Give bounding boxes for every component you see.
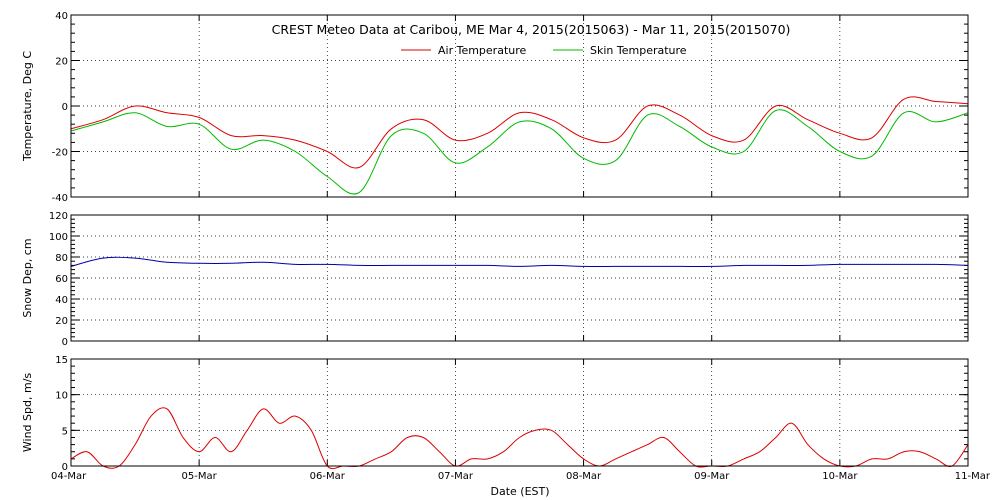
y-tick-label: 0	[62, 337, 68, 348]
y-tick-label: 0	[62, 102, 68, 113]
y-tick-label: 80	[55, 253, 68, 264]
x-tick-label: 08-Mar	[566, 471, 602, 482]
x-tick-label: 04-Mar	[51, 471, 87, 482]
temperature-series-1-line	[70, 109, 969, 195]
y-tick-label: -40	[52, 193, 68, 204]
y-tick-label: 20	[55, 316, 68, 327]
x-tick-label: 05-Mar	[182, 471, 218, 482]
y-tick-label: 15	[55, 355, 68, 366]
x-tick-label: 09-Mar	[694, 471, 730, 482]
temperature-legend: Air Temperature Skin Temperature	[401, 44, 687, 57]
snow-depth-y-axis-label: Snow Dep, cm	[21, 238, 34, 317]
x-axis-title: Date (EST)	[490, 485, 549, 498]
y-tick-label: 40	[55, 295, 68, 306]
wind-speed-y-axis-label: Wind Spd, m/s	[21, 373, 34, 453]
temperature-series-0-line	[70, 96, 969, 169]
y-tick-label: 120	[49, 211, 68, 222]
temperature-y-axis-label: Temperature, Deg C	[21, 51, 34, 162]
y-tick-label: 100	[49, 232, 68, 243]
snow-depth-series-0-line	[70, 256, 969, 267]
x-tick-label: 07-Mar	[438, 471, 474, 482]
x-tick-label: 10-Mar	[822, 471, 858, 482]
snow-depth-frame	[70, 214, 969, 342]
y-tick-label: 0	[62, 462, 68, 473]
wind-speed-series-0-line	[70, 407, 969, 470]
wind-speed-frame	[70, 358, 969, 467]
x-tick-label: 06-Mar	[310, 471, 346, 482]
x-tick-label: 11-Mar	[955, 471, 991, 482]
temperature-panel: -40 -20 0 20 40 Temperature, Deg C	[21, 11, 969, 204]
y-tick-label: -20	[52, 148, 68, 159]
y-tick-label: 60	[55, 274, 68, 285]
y-tick-label: 5	[62, 426, 68, 437]
wind-speed-panel: 0 5 10 15 Wind Spd, m/s	[21, 355, 969, 473]
legend-skin-label: Skin Temperature	[590, 44, 687, 57]
y-tick-label: 20	[55, 57, 68, 68]
chart-title: CREST Meteo Data at Caribou, ME Mar 4, 2…	[272, 22, 791, 37]
y-tick-label: 40	[55, 11, 68, 22]
y-tick-label: 10	[55, 391, 68, 402]
legend-air-label: Air Temperature	[438, 44, 527, 57]
temperature-frame	[70, 14, 969, 198]
snow-depth-panel: 0 20 40 60 80 100 120 Snow Dep, cm	[21, 211, 969, 348]
